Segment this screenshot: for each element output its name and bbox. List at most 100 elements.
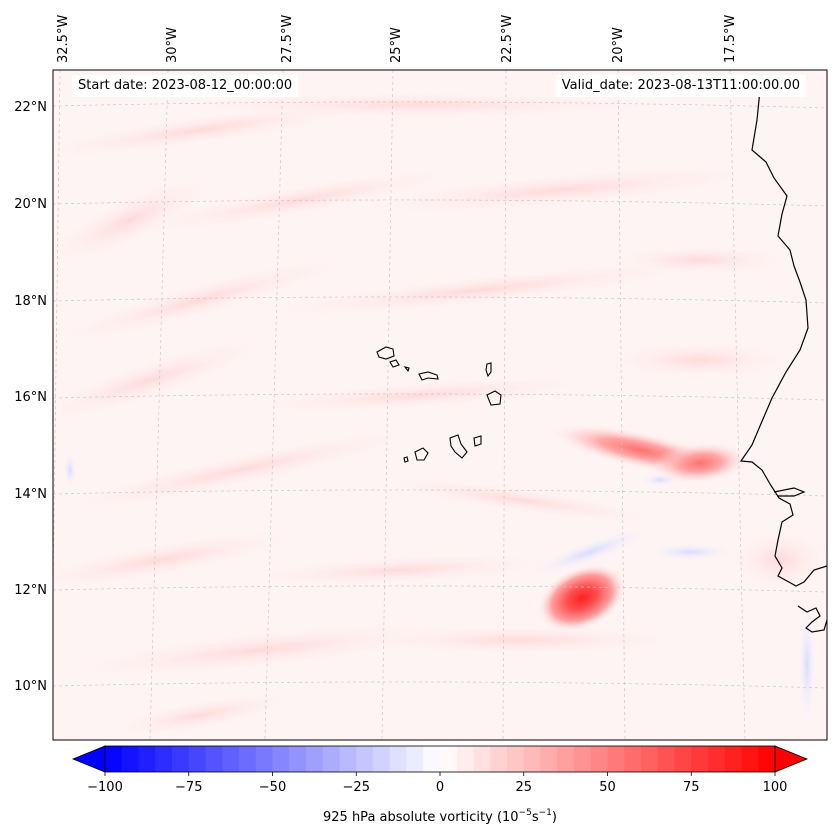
colorbar-label-unit: s	[532, 810, 539, 825]
colorbar-label: 925 hPa absolute vorticity (10−5s−1)	[323, 808, 557, 825]
colorbar-label-exponent: −5	[519, 808, 532, 818]
colorbar-cell	[373, 746, 391, 772]
lon-label: 32.5°W	[56, 15, 71, 63]
lat-label: 10°N	[14, 679, 47, 694]
latitude-labels: 22°N 20°N 18°N 16°N 14°N 12°N 10°N	[14, 100, 47, 694]
longitude-labels: 32.5°W 30°W 27.5°W 25°W 22.5°W 20°W 17.5…	[56, 15, 738, 63]
colorbar-ticks: −100 −75 −50 −25 0 25 50 75 100	[87, 772, 787, 795]
colorbar-tick-label: 75	[683, 780, 700, 795]
lon-label: 20°W	[611, 27, 626, 63]
colorbar-label-text: 925 hPa absolute vorticity (10	[323, 810, 519, 825]
valid-date-label: Valid_date: 2023-08-13T11:00:00.00	[555, 75, 806, 97]
colorbar-cell	[339, 746, 357, 772]
colorbar-tick-label: −75	[175, 780, 202, 795]
map-frame	[52, 69, 828, 741]
vorticity-maximum-coastal	[652, 442, 748, 484]
colorbar-cell	[724, 746, 743, 772]
colorbar-cell	[105, 746, 123, 772]
lon-label: 22.5°W	[500, 15, 515, 63]
colorbar-cell	[624, 746, 642, 772]
colorbar-cell	[356, 746, 374, 772]
colorbar-cell	[155, 746, 173, 772]
colorbar-cell	[121, 746, 140, 772]
colorbar-tick-label: −100	[87, 780, 123, 795]
graticule	[53, 70, 827, 740]
colorbar-cell	[172, 746, 190, 772]
colorbar: −100 −75 −50 −25 0 25 50 75 100 925 hPa absolute…	[71, 745, 809, 825]
lat-label: 18°N	[14, 294, 47, 309]
coastlines	[739, 89, 827, 633]
colorbar-label-exponent: −1	[539, 808, 552, 818]
colorbar-cell	[641, 746, 659, 772]
vorticity-field-texture	[53, 93, 827, 736]
colorbar-cell	[708, 746, 726, 772]
colorbar-label-close: )	[552, 810, 557, 825]
colorbar-cell	[322, 746, 341, 772]
lon-label: 25°W	[389, 27, 404, 63]
colorbar-cells	[105, 746, 776, 772]
colorbar-cell	[222, 746, 240, 772]
colorbar-cell	[490, 746, 508, 772]
colorbar-cell	[272, 746, 290, 772]
lon-label: 30°W	[165, 27, 180, 63]
colorbar-cell	[741, 746, 759, 772]
lon-label: 17.5°W	[723, 15, 738, 63]
island-maio	[473, 435, 482, 447]
gambia-outline	[773, 487, 806, 497]
colorbar-tick-label: 50	[599, 780, 616, 795]
colorbar-cell	[523, 746, 542, 772]
island-santiago	[449, 434, 468, 459]
colorbar-cell	[473, 746, 491, 772]
colorbar-cell	[674, 746, 692, 772]
island-boa-vista	[486, 390, 502, 406]
colorbar-cell	[557, 746, 575, 772]
colorbar-tick-label: −25	[343, 780, 370, 795]
colorbar-cell	[507, 746, 525, 772]
colorbar-tick-label: −50	[259, 780, 286, 795]
map-panel	[53, 70, 827, 740]
lat-label: 16°N	[14, 390, 47, 405]
start-date-label: Start date: 2023-08-12_00:00:00	[72, 75, 299, 97]
colorbar-cell	[188, 746, 207, 772]
colorbar-cell	[574, 746, 592, 772]
colorbar-cell	[255, 746, 274, 772]
island-brava	[403, 456, 409, 463]
colorbar-tick-label: 100	[763, 780, 788, 795]
guinea-bissau-islands	[797, 605, 827, 633]
colorbar-tick-label: 0	[436, 780, 444, 795]
colorbar-cell	[239, 746, 257, 772]
lat-label: 12°N	[14, 583, 47, 598]
colorbar-cell	[590, 746, 609, 772]
colorbar-cell	[389, 746, 408, 772]
island-sao-vicente	[389, 359, 400, 368]
island-santa-luzia	[403, 366, 410, 373]
colorbar-cell	[306, 746, 324, 772]
colorbar-cell	[657, 746, 676, 772]
colorbar-low-extend	[71, 745, 106, 773]
colorbar-cell	[406, 746, 424, 772]
island-sal	[485, 362, 492, 378]
lat-label: 22°N	[14, 100, 47, 115]
vorticity-maximum-southern	[538, 564, 626, 632]
colorbar-cell	[758, 746, 776, 772]
colorbar-cell	[607, 746, 625, 772]
lat-label: 14°N	[14, 487, 47, 502]
cape-verde-islands	[376, 346, 502, 463]
west-africa-coastline	[739, 89, 827, 587]
island-sao-nicolau	[418, 371, 439, 381]
colorbar-cell	[540, 746, 558, 772]
colorbar-cell	[205, 746, 223, 772]
colorbar-high-extend	[774, 745, 809, 773]
colorbar-tick-label: 25	[515, 780, 532, 795]
colorbar-cell	[440, 746, 458, 772]
colorbar-cell	[138, 746, 156, 772]
colorbar-cell	[289, 746, 307, 772]
island-santo-antao	[376, 346, 395, 360]
colorbar-cell	[456, 746, 475, 772]
lon-label: 27.5°W	[280, 15, 295, 63]
island-fogo	[414, 447, 429, 461]
lat-label: 20°N	[14, 197, 47, 212]
colorbar-cell	[423, 746, 441, 772]
colorbar-cell	[691, 746, 709, 772]
